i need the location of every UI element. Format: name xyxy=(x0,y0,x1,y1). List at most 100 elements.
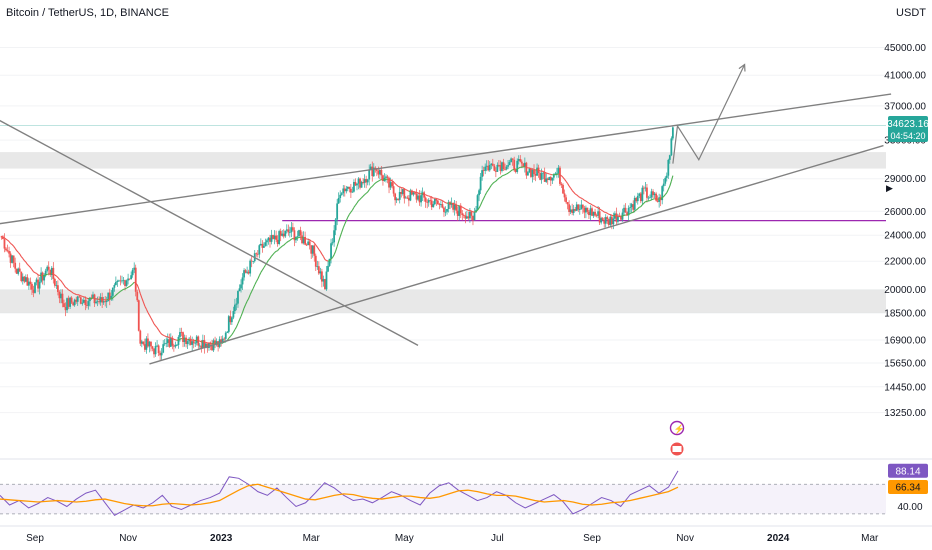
flag-glyph xyxy=(672,446,682,452)
candle-body xyxy=(119,280,122,282)
candle-body xyxy=(476,195,479,210)
candle-body xyxy=(574,209,577,211)
candle-body xyxy=(278,231,281,244)
ema-segment xyxy=(599,208,602,211)
candle-body xyxy=(284,230,287,237)
rsi-panel xyxy=(0,462,886,525)
candle-body xyxy=(139,330,142,344)
ema-segment xyxy=(445,202,448,204)
candle-body xyxy=(156,345,158,347)
ema-segment xyxy=(477,207,480,211)
ema-segment xyxy=(390,179,393,182)
candle-body xyxy=(378,169,381,175)
candle-body xyxy=(469,211,471,219)
ema-segment xyxy=(582,198,585,201)
candle-body xyxy=(385,176,387,178)
candle-body xyxy=(566,202,569,205)
candle-body xyxy=(588,211,590,216)
candle-body xyxy=(554,173,557,175)
candle-body xyxy=(188,338,191,342)
candle-body xyxy=(209,343,212,345)
candle-body xyxy=(368,169,371,180)
candle-body xyxy=(249,260,252,274)
candle-body xyxy=(444,211,447,213)
candle-body xyxy=(583,207,586,213)
ema-segment xyxy=(68,289,71,292)
candle-body xyxy=(15,268,18,274)
candle-body xyxy=(565,197,567,203)
candle-body xyxy=(328,258,331,266)
candle-body xyxy=(256,253,259,255)
candle-body xyxy=(511,158,514,160)
ema-segment xyxy=(506,172,509,175)
candle-body xyxy=(600,218,603,223)
candle-body xyxy=(310,245,313,254)
ema-segment xyxy=(436,197,439,200)
ema-segment xyxy=(486,189,489,193)
ema-segment xyxy=(263,264,266,268)
ema-segment xyxy=(115,293,118,296)
candle-body xyxy=(356,183,358,186)
candle-body xyxy=(311,245,314,254)
candle-body xyxy=(266,240,268,243)
candle-body xyxy=(665,175,668,178)
candle-body xyxy=(494,170,497,172)
candle-body xyxy=(272,235,274,239)
candle-body xyxy=(67,298,70,307)
candle-body xyxy=(56,285,59,292)
ema-segment xyxy=(254,281,257,286)
candle-body xyxy=(340,193,343,195)
candle-body xyxy=(473,212,476,221)
ema-segment xyxy=(640,204,643,207)
candle-body xyxy=(182,332,184,342)
candle-body xyxy=(49,269,52,275)
ema-segment xyxy=(431,196,434,199)
candle-body xyxy=(528,168,531,173)
ema-segment xyxy=(465,208,468,211)
ema-segment xyxy=(54,274,57,277)
ema-segment xyxy=(55,275,59,278)
price-tick-label: 18500.00 xyxy=(884,308,926,319)
rsi-ma-label: 66.34 xyxy=(895,482,920,493)
ema-segment xyxy=(484,192,488,196)
rsi-line xyxy=(0,470,679,517)
ema-segment xyxy=(72,292,75,295)
candle-body xyxy=(124,280,126,286)
candle-body xyxy=(642,187,645,189)
candle-body xyxy=(133,267,136,270)
candle-body xyxy=(424,197,427,202)
candle-body xyxy=(523,162,526,167)
ema-segment xyxy=(373,182,376,186)
candle-body xyxy=(111,287,114,296)
candle-body xyxy=(604,217,607,224)
ema-segment xyxy=(318,249,321,252)
candle-body xyxy=(418,195,421,203)
candle-body xyxy=(617,216,619,222)
candle-body xyxy=(420,195,422,203)
candle-body xyxy=(482,170,485,171)
candle-body xyxy=(189,338,192,345)
ema-segment xyxy=(22,258,25,261)
candle-body xyxy=(55,285,58,287)
ema-segment xyxy=(57,277,60,280)
rsi-band xyxy=(0,484,886,514)
ema-segment xyxy=(4,237,7,240)
candle-body xyxy=(313,245,316,256)
ema-segment xyxy=(20,256,24,259)
ema-segment xyxy=(129,284,132,287)
candle-body xyxy=(481,170,484,177)
candle-body xyxy=(540,173,543,180)
ema-segment xyxy=(113,294,117,298)
candle-body xyxy=(531,169,534,177)
candle-body xyxy=(143,344,146,350)
candle-body xyxy=(279,231,282,236)
candle-body xyxy=(533,169,535,175)
time-tick-label: Mar xyxy=(861,533,879,544)
ema-segment xyxy=(69,290,72,293)
ema-segment xyxy=(268,258,271,261)
ema-segment xyxy=(130,283,134,286)
ema-segment xyxy=(556,173,559,176)
ema-segment xyxy=(16,250,19,253)
candle-body xyxy=(261,243,264,248)
